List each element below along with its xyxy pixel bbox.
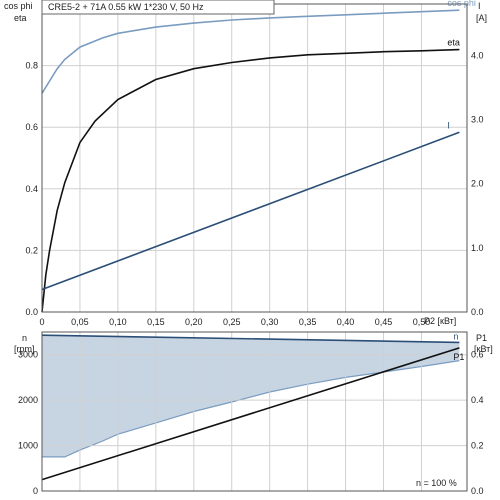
upper-right-axis-label-1: I — [478, 1, 481, 11]
upper-left-tick-label: 0.4 — [25, 184, 38, 194]
lower-left-tick-label: 1000 — [18, 441, 38, 451]
upper-right-tick-label: 2.0 — [471, 179, 484, 189]
chart-title: CRE5-2 + 71A 0.55 kW 1*230 V, 50 Hz — [48, 2, 204, 12]
lower-series-labels: n P1 — [453, 331, 464, 361]
lower-left-axis-label-2: [rpm] — [14, 344, 35, 354]
upper-tick-labels: 0 0,05 0,10 0,15 0,20 0,25 0,30 0,35 0,40 0,45 0,5… — [25, 50, 483, 327]
lower-chart: n P1 0 1000 2000 3000 0.0 0.2 0.4 0.6 n [rpm] P1… — [14, 331, 493, 496]
lower-series — [41, 334, 460, 481]
x-tick-label: 0,10 — [109, 317, 127, 327]
x-tick-label: 0,45 — [375, 317, 393, 327]
x-tick-label: 0,15 — [147, 317, 165, 327]
x-tick-label: 0,20 — [185, 317, 203, 327]
upper-series — [41, 9, 460, 313]
upper-left-tick-label: 0.2 — [25, 245, 38, 255]
x-tick-label: 0 — [39, 317, 44, 327]
upper-left-tick-label: 0.6 — [25, 122, 38, 132]
current-line — [41, 131, 460, 291]
x-tick-label: 0,50 — [413, 317, 431, 327]
lower-area — [42, 335, 460, 458]
lower-left-tick-label: 2000 — [18, 395, 38, 405]
upper-right-axis-label-2: [A] — [476, 13, 487, 23]
upper-right-tick-label: 3.0 — [471, 115, 484, 125]
p1-line — [41, 347, 460, 481]
upper-left-tick-label: 0.8 — [25, 61, 38, 71]
p1-line-label: P1 — [453, 352, 464, 362]
lower-left-axis-label-1: n — [22, 333, 27, 343]
x-unit-label: P2 [кВт] — [424, 316, 456, 326]
x-tick-label: 0,35 — [299, 317, 317, 327]
lower-right-axis-label-2: [кВт] — [474, 344, 493, 354]
speed-line-label: n — [453, 331, 458, 341]
upper-chart: cos phi eta I 0 0,05 0,10 0,15 0,20 0,25 0,30 0,3… — [4, 0, 487, 327]
lower-tick-labels: 0 1000 2000 3000 0.0 0.2 0.4 0.6 — [18, 350, 484, 496]
operating-range-area — [42, 335, 460, 457]
upper-left-axis-label-1: cos phi — [4, 1, 33, 11]
lower-left-tick-label: 0 — [33, 486, 38, 496]
upper-right-tick-label: 0.0 — [471, 307, 484, 317]
upper-right-tick-label: 1.0 — [471, 243, 484, 253]
current-line-label: I — [447, 120, 450, 130]
lower-right-tick-label: 0.2 — [471, 441, 484, 451]
lower-right-tick-label: 0.0 — [471, 486, 484, 496]
cos-phi-curve — [41, 9, 460, 94]
lower-right-tick-label: 0.6 — [471, 350, 484, 360]
eta-curve-label: eta — [447, 38, 460, 48]
x-tick-label: 0,40 — [337, 317, 355, 327]
lower-right-tick-label: 0.4 — [471, 395, 484, 405]
x-tick-label: 0,30 — [261, 317, 279, 327]
upper-left-axis-label-2: eta — [14, 13, 27, 23]
eta-curve — [41, 48, 460, 313]
speed-line — [41, 334, 460, 344]
lower-right-axis-label-1: P1 — [476, 333, 487, 343]
operating-range-lower-edge — [42, 360, 460, 458]
lower-left-tick-label: 3000 — [18, 350, 38, 360]
lower-plot-frame — [41, 331, 468, 492]
x-tick-label: 0,05 — [71, 317, 89, 327]
upper-left-tick-label: 0.0 — [25, 307, 38, 317]
title-box: CRE5-2 + 71A 0.55 kW 1*230 V, 50 Hz — [41, 0, 275, 15]
speed-annotation: n = 100 % — [416, 478, 457, 488]
x-tick-label: 0,25 — [223, 317, 241, 327]
upper-right-tick-label: 4.0 — [471, 50, 484, 60]
